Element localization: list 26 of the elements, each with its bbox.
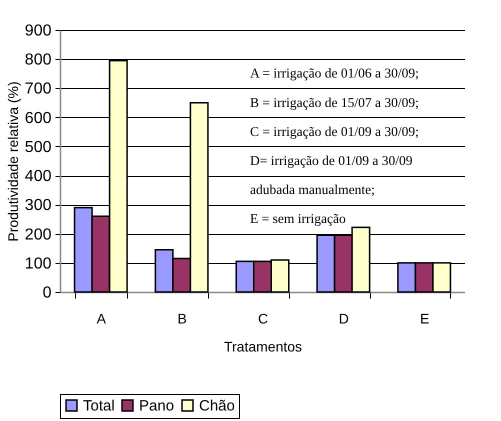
annotation: D= irrigação de 01/09 a 30/09 [250, 153, 413, 168]
annotation: B = irrigação de 15/07 a 30/09; [250, 94, 419, 110]
y-tick-label: 700 [24, 80, 52, 98]
y-tick-label: 100 [24, 255, 52, 272]
y-tick-label: 500 [24, 138, 52, 156]
y-tick-label: 0 [42, 284, 52, 302]
legend-label: Pano [139, 398, 174, 415]
y-tick-label: 800 [24, 52, 52, 69]
y-tick-label: 400 [24, 168, 52, 186]
annotation: C = irrigação de 01/09 a 30/09; [250, 124, 419, 139]
annotation: adubada manualmente; [250, 182, 375, 198]
y-tick-label: 300 [24, 197, 52, 214]
x-tick-label: E [420, 310, 430, 326]
x-axis-title: Tratamentos [224, 338, 302, 354]
y-tick-label: 200 [24, 226, 52, 244]
legend-label: Chão [199, 398, 235, 415]
y-tick-label: 600 [24, 110, 52, 127]
annotation: A = irrigação de 01/06 a 30/09; [250, 66, 419, 81]
x-tick-label: D [338, 310, 349, 326]
x-tick-label: C [258, 310, 268, 326]
x-tick-label: A [96, 310, 107, 326]
y-tick-label: 900 [24, 22, 52, 40]
y-axis-title: Produtividade relativa (%) [4, 81, 21, 242]
annotation: E = sem irrigação [250, 211, 346, 226]
legend-label: Total [83, 398, 115, 415]
x-tick-label: B [177, 310, 187, 326]
